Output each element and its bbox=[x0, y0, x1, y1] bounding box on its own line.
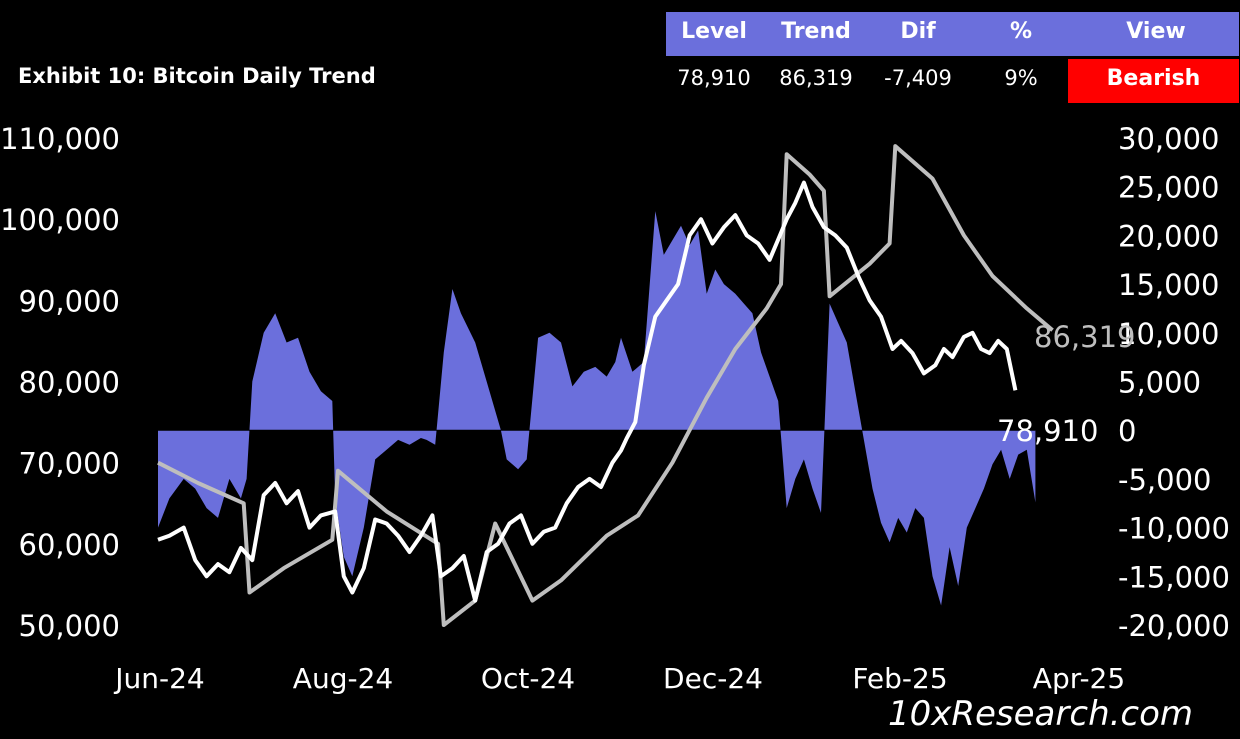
left-axis-tick-label: 70,000 bbox=[19, 447, 120, 481]
percent-value: 9% bbox=[1004, 66, 1038, 90]
x-axis-tick-label: Feb-25 bbox=[852, 662, 947, 695]
chart-title: Exhibit 10: Bitcoin Daily Trend bbox=[18, 64, 376, 88]
right-axis-tick-label: 10,000 bbox=[1118, 317, 1219, 351]
right-axis-tick-label: 15,000 bbox=[1118, 268, 1219, 302]
right-axis-tick-label: -20,000 bbox=[1118, 609, 1230, 643]
column-level-header: Level bbox=[681, 19, 747, 44]
column-dif-header: Dif bbox=[900, 19, 936, 44]
left-axis-tick-label: 50,000 bbox=[19, 609, 120, 643]
right-axis-tick-label: 5,000 bbox=[1118, 366, 1201, 400]
left-axis-tick-label: 60,000 bbox=[19, 528, 120, 562]
right-axis-tick-label: 30,000 bbox=[1118, 122, 1219, 156]
right-axis-tick-label: 20,000 bbox=[1118, 219, 1219, 253]
view-badge: Bearish bbox=[1068, 59, 1239, 103]
left-axis-tick-label: 110,000 bbox=[0, 122, 120, 156]
dif-area-series bbox=[158, 211, 1036, 606]
watermark: 10xResearch.com bbox=[888, 694, 1194, 734]
x-axis-tick-label: Oct-24 bbox=[481, 662, 575, 695]
price-end-label: 78,910 bbox=[997, 414, 1098, 448]
x-axis-tick-label: Jun-24 bbox=[113, 662, 204, 695]
left-axis-tick-label: 100,000 bbox=[0, 203, 120, 237]
x-axis-tick-label: Aug-24 bbox=[293, 662, 393, 695]
trend-end-label: 86,319 bbox=[1034, 320, 1135, 354]
column-percent-header: % bbox=[1009, 19, 1033, 44]
x-axis-tick-label: Apr-25 bbox=[1033, 662, 1125, 695]
left-axis-tick-label: 80,000 bbox=[19, 366, 120, 400]
right-axis-tick-label: 25,000 bbox=[1118, 171, 1219, 205]
dif-value: -7,409 bbox=[884, 66, 952, 90]
right-axis-tick-label: -5,000 bbox=[1118, 463, 1212, 497]
column-trend-header: Trend bbox=[781, 19, 851, 44]
left-axis-tick-label: 90,000 bbox=[19, 284, 120, 318]
right-axis-tick-label: -15,000 bbox=[1118, 560, 1230, 594]
right-axis-tick-label: 0 bbox=[1118, 414, 1136, 448]
trend-value: 86,319 bbox=[779, 66, 853, 90]
right-axis-tick-label: -10,000 bbox=[1118, 512, 1230, 546]
column-view-header: View bbox=[1126, 19, 1186, 44]
x-axis-tick-label: Dec-24 bbox=[663, 662, 763, 695]
price-line-series bbox=[157, 180, 1018, 603]
summary-header-bar bbox=[666, 12, 1239, 56]
level-value: 78,910 bbox=[677, 66, 751, 90]
